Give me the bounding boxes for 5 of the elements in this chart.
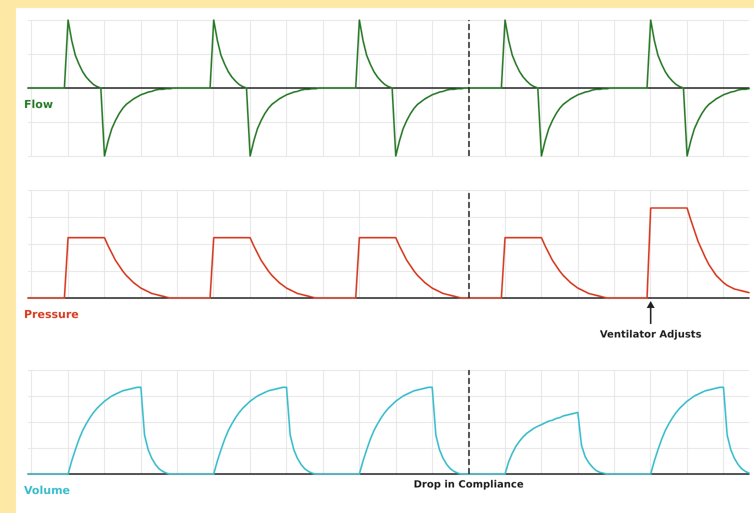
- series-label: Flow: [24, 98, 54, 111]
- text: Ventilator Adjusts: [600, 330, 702, 340]
- series-label: Pressure: [24, 308, 79, 321]
- series-label: Volume: [24, 484, 70, 497]
- text: Drop in Compliance: [414, 480, 524, 490]
